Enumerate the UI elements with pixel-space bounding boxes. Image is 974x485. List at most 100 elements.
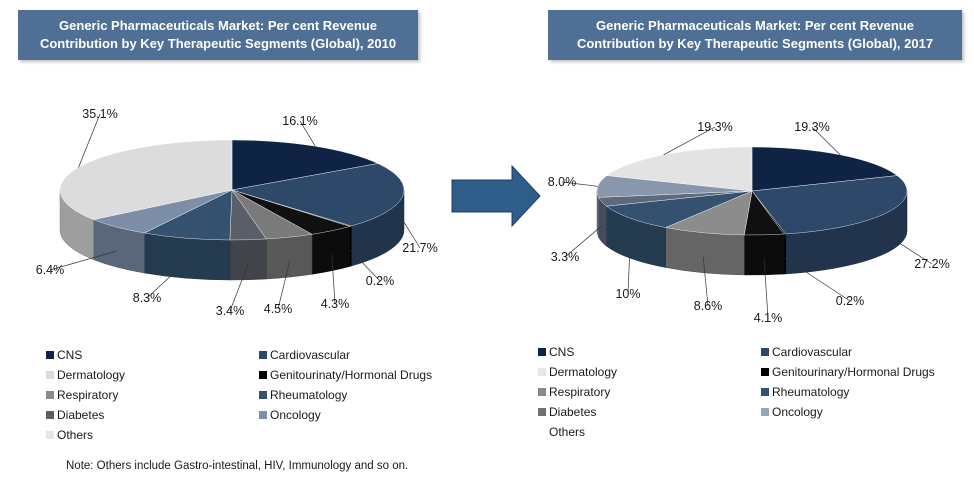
pie-side-oncology [266,233,313,280]
pie-side-rheumatology [311,226,350,275]
pie-slice-oncology [664,190,753,236]
pie-slice-diabetes [605,190,753,228]
legend-swatch [46,371,54,379]
chart-title-line-2: Contribution by Key Therapeutic Segments… [39,36,397,51]
leader-line-cns [811,126,841,156]
leader-line-cardiovascular [888,235,933,265]
footnote: Note: Others include Gastro-intestinal, … [66,460,409,472]
value-label-cns: 16.1% [282,114,317,128]
value-label-oncology: 4.5% [264,302,293,316]
value-label-rheumatology: 4.3% [321,297,350,311]
legend-label: Cardiovascular [772,345,853,359]
pie-side-diabetes [229,238,267,281]
leader-line-genitourinary-hormonal-drugs [784,257,851,302]
legend-item-rheumatology: Rheumatology [761,385,849,399]
leader-line-genitourinaty-hormonal-drugs [350,249,381,282]
legend-label: Oncology [772,405,823,419]
value-label-rheumatology: 4.1% [754,311,783,325]
legend-label: CNS [549,345,575,359]
value-label-respiratory: 8.3% [133,291,162,305]
legend-item-cns: CNS [46,348,82,362]
leader-line-dermatology [561,181,598,187]
legend-swatch [259,411,267,419]
value-label-cns: 19.3% [794,120,829,134]
legend-item-oncology: Oncology [259,408,321,422]
leader-line-cns [299,120,316,147]
value-label-diabetes: 3.4% [216,304,245,318]
legend-label: Rheumatology [270,388,348,402]
arrow-icon [451,164,541,228]
legend-label: Rheumatology [772,385,850,399]
leader-line-rheumatology [763,258,769,319]
leader-line-respiratory [564,225,602,258]
legend-item-respiratory: Respiratory [46,388,118,402]
legend-item-diabetes: Diabetes [538,405,596,419]
legend-label: Others [57,428,94,442]
legend-item-cardiovascular: Cardiovascular [259,348,350,362]
legend-swatch [538,428,546,436]
pie-slice-cardiovascular [231,163,405,227]
chart-title-2010: Generic Pharmaceuticals Market: Per cent… [18,10,418,60]
legend-item-diabetes: Diabetes [46,408,104,422]
value-label-cardiovascular: 21.7% [402,241,437,255]
legend-label: Genitourinaty/Hormonal Drugs [270,368,433,382]
pie-sides [596,190,908,276]
legend-item-genitourinary-hormonal-drugs: Genitourinary/Hormonal Drugs [761,365,935,379]
chart-title-line-1: Generic Pharmaceuticals Market: Per cent… [59,18,377,33]
legend-label: Dermatology [549,365,618,379]
value-label-diabetes: 10% [615,287,640,301]
legend-swatch [538,388,546,396]
leader-line-diabetes [229,263,249,312]
legend-item-rheumatology: Rheumatology [259,388,347,402]
legend-item-genitourinaty-hormonal-drugs: Genitourinaty/Hormonal Drugs [259,368,432,382]
legend-item-others: Others [46,428,93,442]
legend-swatch [761,348,769,356]
value-label-cardiovascular: 27.2% [914,257,949,271]
chart-title-2017: Generic Pharmaceuticals Market: Per cent… [548,10,962,60]
legend-swatch [761,388,769,396]
legend-swatch [46,431,54,439]
value-label-genitourinaty-hormonal-drugs: 0.2% [366,274,395,288]
leader-line-cardiovascular [402,219,421,249]
chart-title-line-2: Contribution by Key Therapeutic Segments… [576,36,934,51]
legend-item-oncology: Oncology [761,405,823,419]
legend-item-respiratory: Respiratory [538,385,610,399]
legend-swatch [538,348,546,356]
leader-line-rheumatology [331,254,336,305]
legend-label: Respiratory [57,388,119,402]
value-label-dermatology: 8.0% [548,175,577,189]
legend-item-others: Others [538,425,585,439]
legend-item-dermatology: Dermatology [538,365,617,379]
pie-side-dermatology [596,190,599,238]
pie-slice-cardiovascular [751,175,908,235]
legend-label: Diabetes [57,408,105,422]
legend-item-cns: CNS [538,345,574,359]
value-label-genitourinary-hormonal-drugs: 0.2% [836,294,865,308]
value-label-others: 19.3% [697,120,732,134]
chart-title-line-1: Generic Pharmaceuticals Market: Per cent… [596,18,914,33]
legend-label: Diabetes [549,405,597,419]
legend-label: Cardiovascular [270,348,351,362]
pie-side-genitourinary-hormonal-drugs [783,233,787,275]
legend-swatch [538,408,546,416]
value-label-oncology: 8.6% [694,299,723,313]
legend-label: Dermatology [57,368,126,382]
legend-label: Genitourinary/Hormonal Drugs [772,365,935,379]
value-label-others: 35.1% [82,107,117,121]
legend-label: CNS [57,348,83,362]
legend-label: Respiratory [549,385,611,399]
leader-line-oncology [277,261,291,310]
pie-side-respiratory [144,232,231,281]
legend-swatch [46,391,54,399]
leader-line-respiratory [146,261,186,299]
legend-label: Others [549,425,586,439]
legend-swatch [46,351,54,359]
legend-swatch [761,368,769,376]
value-label-dermatology: 6.4% [36,263,65,277]
legend-item-cardiovascular: Cardiovascular [761,345,852,359]
legend-swatch [259,371,267,379]
legend-item-dermatology: Dermatology [46,368,125,382]
legend-swatch [761,408,769,416]
leader-line-diabetes [627,242,631,295]
